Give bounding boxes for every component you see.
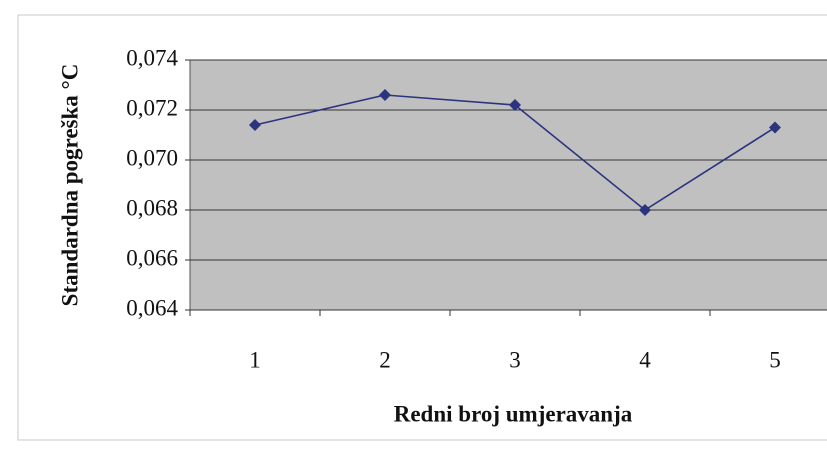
y-tick-label: 0,066 [126,245,178,270]
data-point [249,119,261,131]
plot-area [189,59,827,311]
y-tick-label: 0,074 [126,45,178,70]
data-point [509,99,521,111]
x-tick-label: 5 [769,347,781,372]
x-tick-label: 2 [379,347,391,372]
x-tick-label: 3 [509,347,521,372]
y-tick-label: 0,070 [126,145,178,170]
data-point [379,89,391,101]
x-tick-label: 1 [249,347,261,372]
x-tick-label: 4 [639,347,651,372]
data-point [769,121,781,134]
x-axis-label: Redni broj umjeravanja [394,401,633,426]
y-axis-label: Standardna pogreška °C [57,64,82,307]
data-point [639,204,651,216]
y-tick-label: 0,072 [126,95,178,120]
y-tick-label: 0,064 [126,295,178,320]
y-tick-label: 0,068 [126,195,178,220]
